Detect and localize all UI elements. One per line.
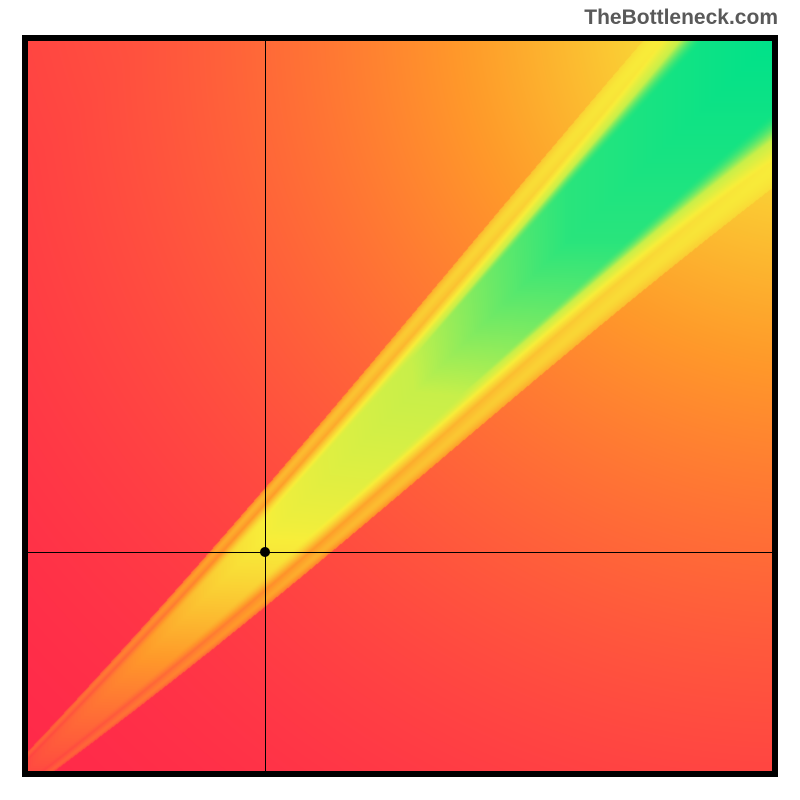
crosshair-horizontal xyxy=(28,552,772,553)
crosshair-vertical xyxy=(265,41,266,771)
crosshair-marker xyxy=(260,547,270,557)
heatmap-canvas xyxy=(28,41,772,771)
plot-frame xyxy=(22,35,778,777)
attribution-text: TheBottleneck.com xyxy=(584,6,778,30)
chart-container: TheBottleneck.com xyxy=(0,0,800,800)
